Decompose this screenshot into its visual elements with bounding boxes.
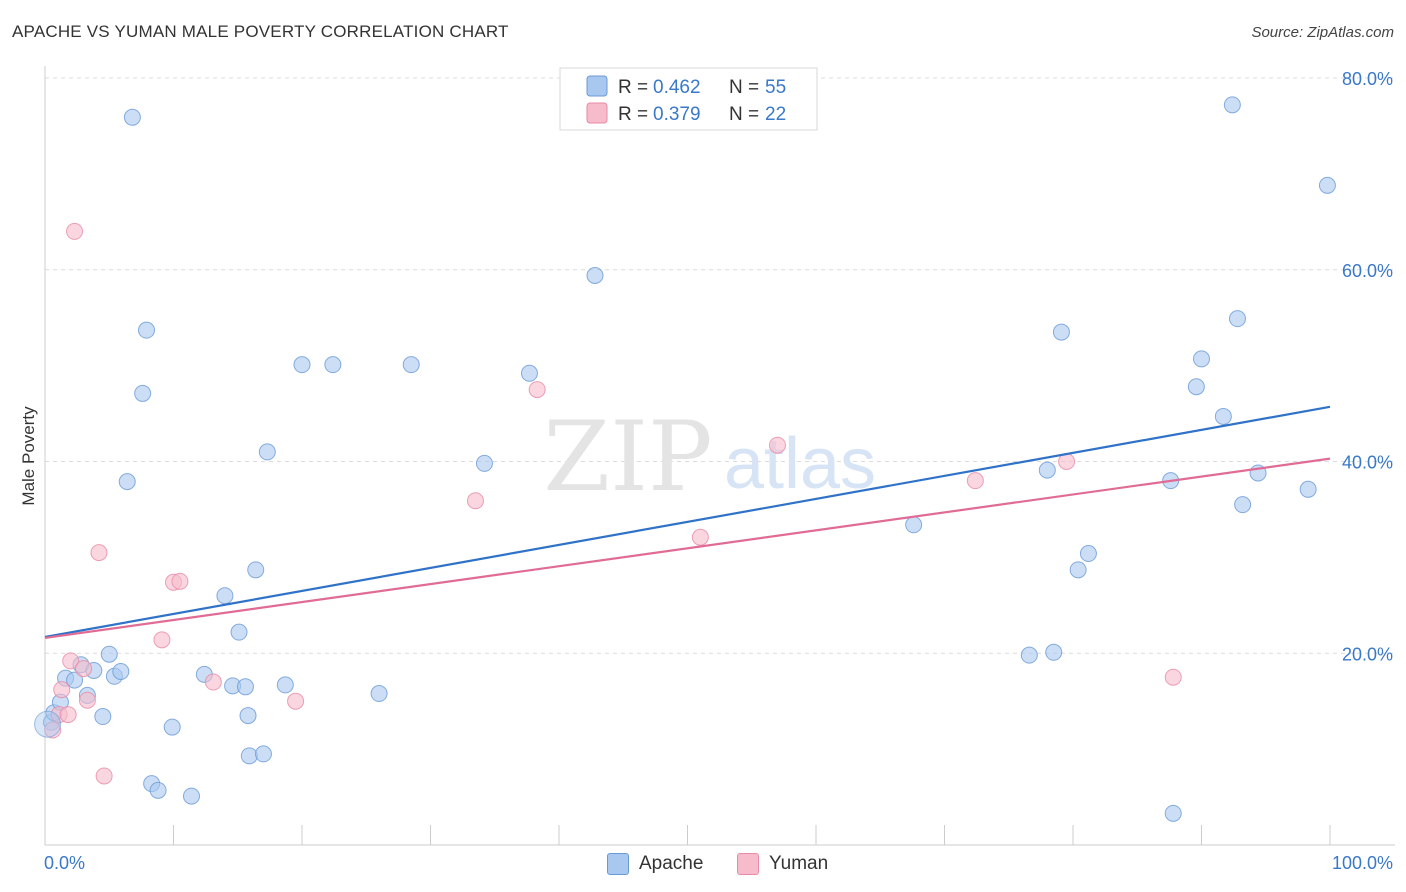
y-tick-label: 20.0% xyxy=(1342,644,1393,664)
y-axis-label: Male Poverty xyxy=(19,406,38,506)
legend-swatch-yuman xyxy=(586,102,608,124)
point-yuman xyxy=(528,381,546,399)
point-apache xyxy=(520,364,538,382)
legend-r-label: R = xyxy=(618,104,648,125)
legend-r-value-yuman: 0.379 xyxy=(653,104,701,125)
point-apache xyxy=(182,787,200,805)
point-apache xyxy=(1164,804,1182,822)
point-apache xyxy=(1299,480,1317,498)
point-yuman xyxy=(78,691,96,709)
point-apache xyxy=(324,356,342,374)
point-apache xyxy=(276,676,294,694)
point-apache xyxy=(149,781,167,799)
legend-item-apache: Apache xyxy=(607,853,703,875)
gridlines xyxy=(45,77,1395,654)
series-legend: Apache Yuman xyxy=(0,848,1406,878)
point-yuman xyxy=(466,492,484,510)
point-apache xyxy=(1038,461,1056,479)
axes: 20.0% 40.0% 60.0% 80.0% 0.0% 100.0% xyxy=(44,66,1395,873)
point-apache xyxy=(1079,545,1097,563)
point-apache xyxy=(100,645,118,663)
point-yuman xyxy=(1164,668,1182,686)
trend-lines xyxy=(44,405,1331,639)
point-yuman xyxy=(95,767,113,785)
point-apache-cluster xyxy=(34,710,62,738)
data-points xyxy=(34,96,1336,822)
point-yuman xyxy=(287,692,305,710)
point-yuman xyxy=(62,652,80,670)
legend-swatch-apache xyxy=(586,75,608,97)
legend-label-apache: Apache xyxy=(639,853,704,874)
legend-item-yuman: Yuman xyxy=(737,853,828,875)
point-apache xyxy=(134,384,152,402)
point-apache xyxy=(1214,407,1232,425)
point-yuman xyxy=(53,681,71,699)
trend-line-apache xyxy=(44,405,1331,639)
point-yuman xyxy=(153,631,171,649)
point-apache xyxy=(254,745,272,763)
trend-line-yuman xyxy=(44,457,1331,639)
legend-n-value-apache: 55 xyxy=(765,77,786,98)
point-apache xyxy=(1234,496,1252,514)
legend-swatch-apache xyxy=(607,853,629,875)
point-apache xyxy=(66,671,84,689)
point-apache xyxy=(112,662,130,680)
point-apache xyxy=(258,443,276,461)
chart-title: APACHE VS YUMAN MALE POVERTY CORRELATION… xyxy=(12,22,509,41)
point-yuman xyxy=(59,706,77,724)
x-tick-label: 100.0% xyxy=(1332,853,1393,873)
point-apache xyxy=(586,267,604,285)
point-apache xyxy=(123,108,141,126)
point-apache xyxy=(370,685,388,703)
y-tick-label: 80.0% xyxy=(1342,69,1393,89)
point-apache xyxy=(905,516,923,534)
point-yuman xyxy=(75,660,93,678)
point-yuman xyxy=(768,436,786,454)
point-apache xyxy=(1020,646,1038,664)
point-apache xyxy=(1069,561,1087,579)
point-apache xyxy=(1045,643,1063,661)
point-apache xyxy=(247,561,265,579)
point-yuman xyxy=(171,572,189,590)
y-tick-label: 40.0% xyxy=(1342,453,1393,473)
point-apache xyxy=(1052,323,1070,341)
point-apache xyxy=(94,708,112,726)
point-apache xyxy=(1228,310,1246,328)
point-apache xyxy=(240,747,258,765)
legend-r-value-apache: 0.462 xyxy=(653,77,701,98)
legend-r-label: R = xyxy=(618,77,648,98)
point-apache xyxy=(1193,350,1210,368)
point-apache xyxy=(236,678,254,696)
point-apache xyxy=(1187,378,1205,396)
point-yuman xyxy=(691,528,709,546)
legend-n-label: N = xyxy=(729,77,759,98)
y-tick-label: 60.0% xyxy=(1342,261,1393,281)
watermark-atlas: atlas xyxy=(724,424,876,504)
point-apache xyxy=(216,587,234,605)
point-apache xyxy=(1223,96,1241,114)
point-apache xyxy=(163,718,181,736)
point-apache xyxy=(118,473,136,491)
stats-legend: R = 0.462 N = 55 R = 0.379 N = 22 xyxy=(559,67,818,131)
point-apache xyxy=(475,454,493,472)
point-yuman xyxy=(66,222,84,240)
legend-label-yuman: Yuman xyxy=(769,853,829,874)
legend-n-value-yuman: 22 xyxy=(765,104,786,125)
point-yuman xyxy=(204,673,222,691)
point-yuman xyxy=(966,472,984,490)
source-label: Source: ZipAtlas.com xyxy=(1251,24,1394,41)
point-apache xyxy=(293,356,311,374)
point-apache xyxy=(239,707,257,725)
point-apache xyxy=(402,356,420,374)
watermark: ZIP atlas xyxy=(543,401,876,513)
x-tick-label: 0.0% xyxy=(44,853,85,873)
point-apache xyxy=(138,321,156,339)
point-apache xyxy=(1318,176,1336,194)
legend-n-label: N = xyxy=(729,104,759,125)
point-yuman xyxy=(90,544,108,562)
legend-swatch-yuman xyxy=(737,853,759,875)
point-apache xyxy=(230,623,248,641)
watermark-zip: ZIP xyxy=(543,401,712,513)
